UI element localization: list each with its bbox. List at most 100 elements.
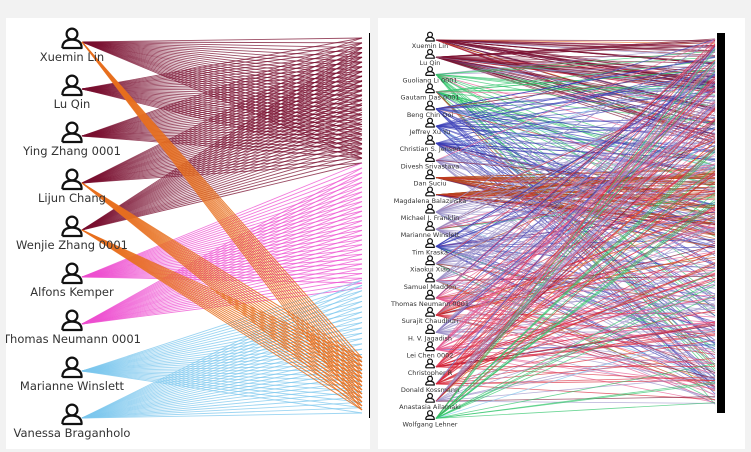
left-edge — [81, 300, 363, 372]
right-edge — [435, 130, 716, 264]
left-edges — [81, 37, 363, 419]
left-edge — [81, 201, 363, 325]
person-icon — [425, 100, 435, 111]
left-edge — [81, 191, 363, 325]
author-label: Dan Suciu — [414, 180, 447, 188]
author-label: Lei Chen 0002 — [407, 352, 454, 360]
right-edge — [435, 55, 716, 58]
left-edge — [81, 279, 363, 372]
author-label: Jeffrey Xu Yu — [409, 128, 451, 136]
right-edge — [435, 227, 716, 333]
right-edge — [435, 62, 716, 144]
left-edge — [81, 75, 363, 231]
right-edge — [435, 39, 716, 42]
left-edge — [81, 124, 363, 184]
right-edge — [435, 177, 716, 236]
person-icon — [425, 31, 435, 42]
left-edge — [81, 253, 363, 325]
left-edge — [81, 116, 363, 231]
left-edge — [81, 229, 363, 395]
right-edge — [435, 163, 716, 230]
author-label: Michael J. Franklin — [401, 214, 460, 222]
right-author-nodes: Xuemin Lin Lu Qin Guoliang Li 0001 Gautam D… — [390, 31, 469, 428]
left-edge — [81, 229, 363, 411]
left-edge — [81, 273, 363, 325]
right-edge — [435, 120, 716, 402]
left-edge — [81, 229, 363, 379]
right-edge — [435, 228, 716, 318]
person-icon — [425, 358, 435, 369]
person-icon — [61, 168, 83, 191]
person-icon — [425, 392, 435, 403]
right-network-diagram: Xuemin Lin Lu Qin Guoliang Li 0001 Gautam D… — [390, 31, 725, 428]
left-edge — [81, 316, 363, 419]
left-edge — [81, 182, 363, 383]
right-edge — [435, 196, 716, 230]
left-edge — [81, 306, 363, 372]
right-edge — [435, 211, 716, 230]
person-icon — [61, 121, 83, 144]
author-label: Christopher R — [408, 369, 453, 377]
author-label: Lijun Chang — [38, 191, 106, 205]
left-edge — [81, 66, 363, 231]
left-edge — [81, 229, 363, 407]
author-label: Gautam Das 0001 — [400, 94, 459, 102]
left-edge — [81, 182, 363, 403]
left-edge — [81, 182, 363, 375]
author-label: Anastasia Ailamaki — [399, 403, 461, 411]
right-edge — [435, 44, 716, 333]
left-edge — [81, 52, 363, 231]
left-edge — [81, 182, 363, 359]
right-edge — [435, 87, 716, 385]
person-icon — [61, 215, 83, 238]
right-edge — [435, 38, 716, 350]
right-edge — [435, 91, 716, 333]
person-icon — [425, 289, 435, 300]
left-edge — [81, 182, 363, 379]
author-label: Wolfgang Lehner — [403, 420, 458, 428]
left-edge — [81, 229, 363, 375]
author-label: Divesh Srivastava — [401, 162, 459, 170]
right-edge — [435, 76, 716, 368]
right-edge — [435, 270, 716, 282]
right-edge — [435, 87, 716, 333]
author-label: Lu Qin — [420, 59, 441, 67]
right-edge — [435, 170, 716, 419]
author-label: Donald Kossmann — [401, 386, 459, 394]
right-edge — [435, 177, 716, 183]
left-edge — [81, 52, 363, 184]
left-author-nodes: Xuemin Lin Lu Qin Ying Zhang 0001 Lijun Cha… — [6, 27, 141, 440]
left-edge — [81, 316, 363, 372]
left-edge — [81, 102, 363, 231]
left-edge — [81, 85, 363, 184]
right-edge — [435, 329, 716, 419]
right-edge — [435, 74, 716, 107]
right-edge — [435, 100, 716, 402]
left-edge — [81, 114, 363, 184]
left-edge — [81, 369, 363, 419]
right-edge — [435, 284, 716, 419]
left-edge — [81, 182, 363, 399]
right-edge — [435, 280, 716, 419]
left-edge — [81, 229, 363, 371]
person-icon — [425, 169, 435, 180]
left-edge — [81, 229, 363, 383]
person-icon — [425, 186, 435, 197]
right-edge — [435, 60, 716, 402]
left-network-diagram: Xuemin Lin Lu Qin Ying Zhang 0001 Lijun Cha… — [6, 27, 370, 440]
person-icon — [425, 306, 435, 317]
left-edge — [81, 380, 363, 419]
right-edge — [435, 107, 716, 402]
right-edge — [435, 65, 716, 75]
right-network-panel: Xuemin Lin Lu Qin Guoliang Li 0001 Gautam D… — [378, 18, 745, 449]
right-edge — [435, 117, 716, 127]
person-icon — [425, 255, 435, 266]
person-icon — [425, 272, 435, 283]
left-edge — [81, 41, 363, 44]
right-edge — [435, 349, 716, 386]
left-edge — [81, 42, 363, 137]
left-edge — [81, 182, 363, 371]
person-icon — [425, 134, 435, 145]
left-edge — [81, 88, 363, 231]
right-edge — [435, 160, 716, 186]
